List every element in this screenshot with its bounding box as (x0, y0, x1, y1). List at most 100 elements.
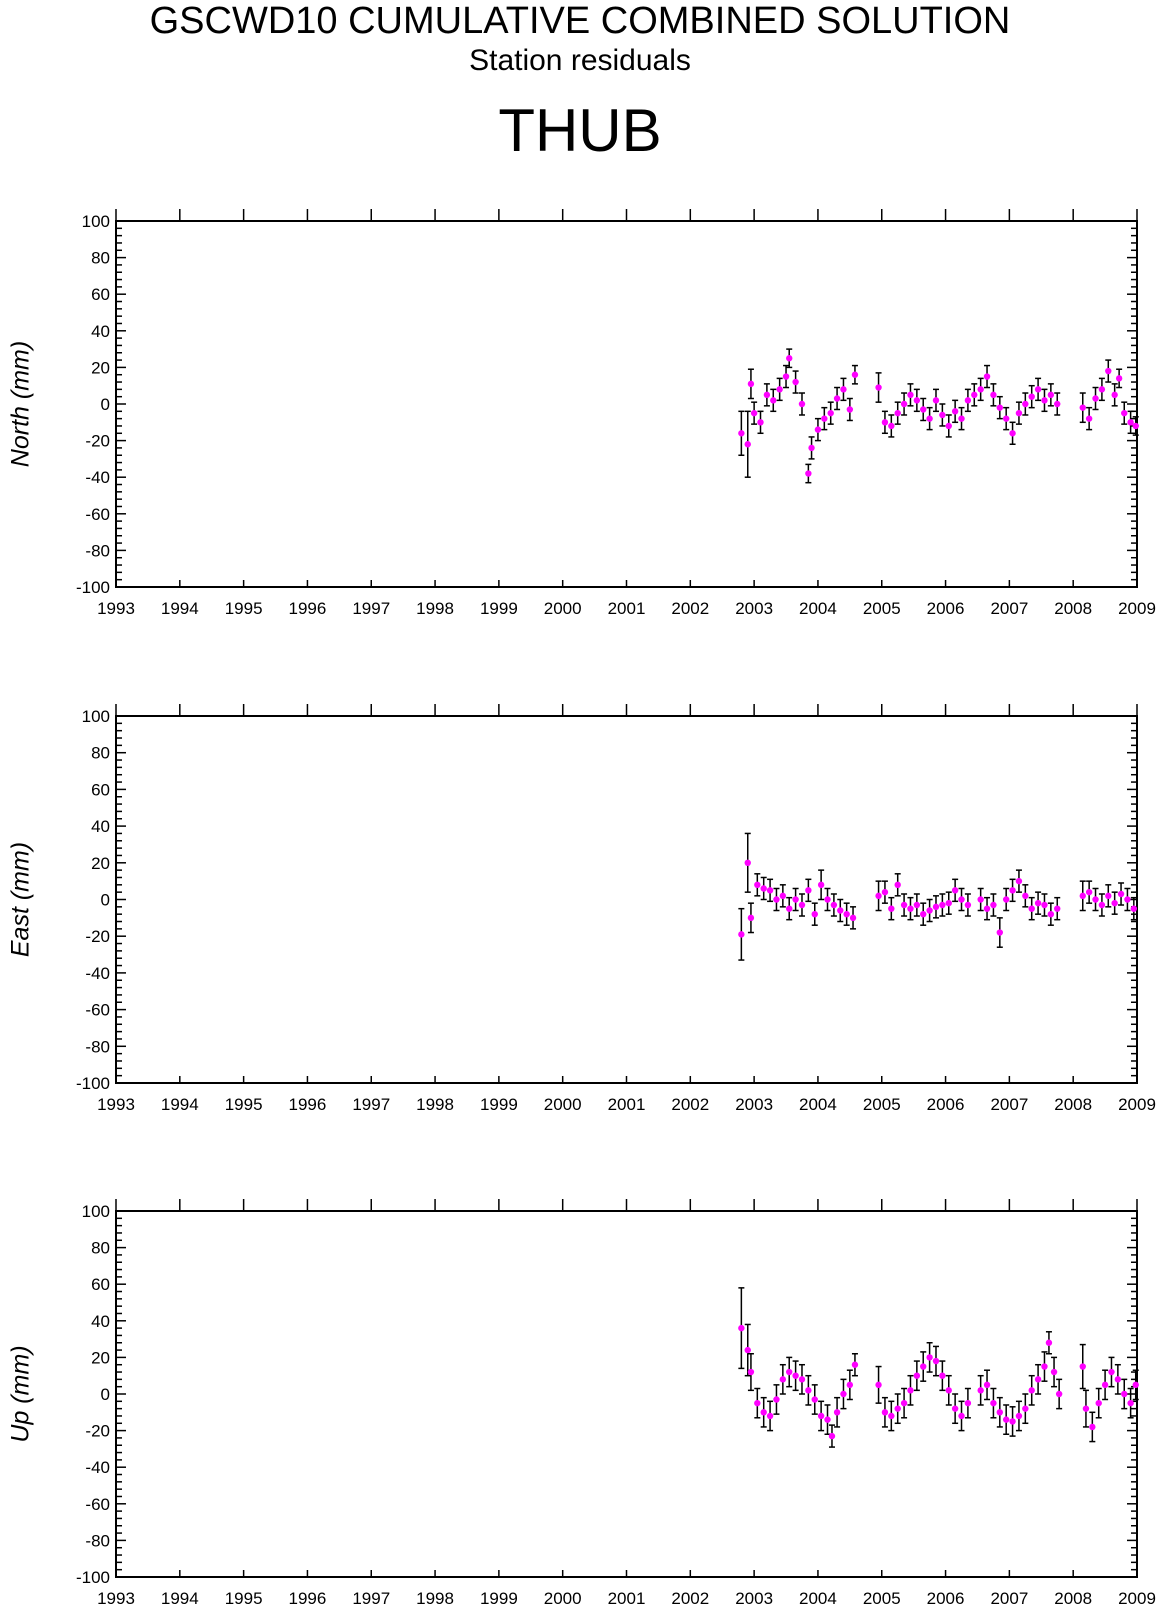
data-point (1050, 1368, 1058, 1376)
data-point (907, 1387, 914, 1394)
data-point (1045, 1339, 1053, 1346)
x-tick-label: 2000 (544, 1589, 582, 1608)
data-point (939, 1372, 946, 1379)
data-point (1132, 422, 1139, 430)
data-point (1098, 386, 1106, 393)
x-tick-label: 2004 (799, 599, 837, 618)
x-tick-label: 2007 (990, 1589, 1028, 1608)
y-tick-label: -100 (76, 1568, 110, 1587)
data-point (977, 1387, 984, 1394)
x-tick-label: 1999 (480, 1095, 518, 1114)
data-point (1092, 395, 1099, 402)
data-point (1108, 1368, 1115, 1376)
data-point (913, 901, 921, 909)
y-tick-label: -40 (85, 1458, 110, 1477)
data-point (1105, 367, 1112, 375)
data-point (1028, 393, 1035, 400)
x-tick-label: 2009 (1118, 1589, 1156, 1608)
data-point (926, 1354, 933, 1361)
y-tick-label: 0 (101, 891, 110, 910)
data-point (846, 406, 854, 413)
data-point (1111, 899, 1118, 907)
y-tick-label: -60 (85, 505, 110, 524)
data-point (1041, 901, 1048, 909)
data-point (881, 888, 889, 896)
x-tick-label: 2005 (863, 1589, 901, 1608)
data-point (821, 415, 828, 422)
data-point (1098, 901, 1106, 909)
y-tick-label: 100 (82, 1202, 110, 1221)
data-point (805, 887, 812, 894)
data-point (744, 1346, 751, 1354)
data-point (932, 903, 940, 911)
panel-2: 1993 1994 1995 1996 1997 1998 1999 2000 2001 2002… (7, 1199, 1156, 1608)
y-tick-label: 100 (82, 707, 110, 726)
data-point (983, 1381, 991, 1389)
x-tick-label: 2000 (544, 599, 582, 618)
data-point (1002, 896, 1010, 903)
data-point (1079, 1363, 1086, 1370)
x-tick-label: 2003 (735, 1095, 773, 1114)
y-tick-label: 80 (91, 744, 110, 763)
data-point (1111, 391, 1118, 399)
y-tick-label: 100 (82, 212, 110, 231)
data-point (1034, 899, 1042, 907)
x-tick-label: 2002 (671, 1095, 709, 1114)
data-point (824, 1416, 831, 1423)
y-tick-label: 20 (91, 1348, 110, 1367)
data-point (983, 905, 991, 912)
y-tick-label: -100 (76, 578, 110, 597)
data-point (849, 914, 857, 922)
data-point (817, 881, 825, 889)
y-tick-label: 0 (101, 395, 110, 414)
data-point (1034, 1376, 1042, 1383)
data-point (932, 1357, 940, 1365)
x-tick-label: 1993 (97, 599, 135, 618)
x-tick-label: 1994 (161, 1589, 199, 1608)
plot-frame (115, 220, 1138, 588)
y-axis-label: Up (mm) (7, 1345, 35, 1442)
data-point (1085, 415, 1093, 422)
data-point (1085, 888, 1093, 896)
y-tick-label: 40 (91, 817, 110, 836)
data-point (779, 892, 787, 900)
data-point (1124, 896, 1131, 903)
data-point (1101, 1381, 1109, 1389)
data-point (951, 1405, 959, 1412)
y-tick-label: -100 (76, 1074, 110, 1093)
data-point (1121, 1390, 1128, 1398)
data-point (1130, 905, 1138, 912)
y-tick-label: 80 (91, 1239, 110, 1258)
data-point (1082, 1405, 1090, 1412)
data-point (828, 1432, 836, 1440)
data-point (1015, 1412, 1023, 1420)
x-tick-label: 1998 (416, 1589, 454, 1608)
data-point (738, 1324, 745, 1332)
data-point (1115, 375, 1123, 382)
data-point (894, 409, 901, 417)
data-point (773, 896, 780, 903)
x-tick-label: 1996 (289, 599, 327, 618)
chart-title: GSCWD10 CUMULATIVE COMBINED SOLUTION (149, 0, 1011, 42)
data-point (833, 1409, 841, 1416)
x-tick-label: 2004 (799, 1095, 837, 1114)
x-tick-label: 1995 (225, 599, 263, 618)
data-point (770, 397, 777, 404)
data-point (971, 391, 978, 399)
data-point (875, 1381, 882, 1389)
data-point (888, 1412, 895, 1420)
data-point (811, 1396, 818, 1403)
data-point (1079, 892, 1086, 900)
y-tick-label: 20 (91, 358, 110, 377)
data-point (1132, 1381, 1139, 1389)
data-point (1009, 887, 1016, 894)
data-point (1028, 905, 1035, 912)
data-point (744, 859, 751, 866)
x-tick-label: 1994 (161, 599, 199, 618)
data-point (1105, 892, 1112, 900)
x-tick-label: 1996 (289, 1589, 327, 1608)
y-tick-label: -80 (85, 1531, 110, 1550)
data-point (754, 1399, 761, 1407)
data-point (977, 386, 984, 393)
x-tick-label: 1994 (161, 1095, 199, 1114)
